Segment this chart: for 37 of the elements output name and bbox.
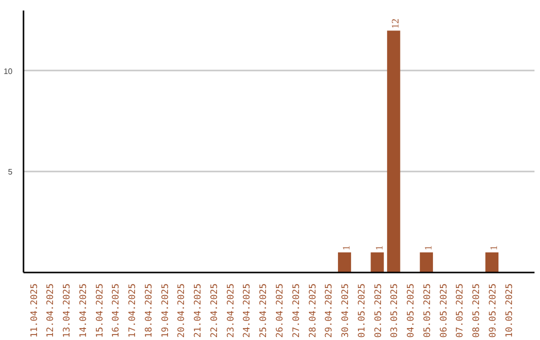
x-tick-label: 17.04.2025 [128,283,138,338]
x-tick-label: 18.04.2025 [144,283,154,338]
x-tick-label: 03.05.2025 [390,283,400,338]
x-tick-label: 23.04.2025 [226,283,236,338]
x-tick-label: 28.04.2025 [308,283,318,338]
x-tick-label: 09.05.2025 [488,283,498,338]
x-tick-label: 26.04.2025 [276,283,286,338]
data-label: 1 [374,245,386,250]
x-tick-label: 01.05.2025 [357,283,368,338]
y-tick-label: 5 [8,168,14,177]
x-tick-label: 30.04.2025 [341,283,352,338]
x-tick-label: 07.05.2025 [456,283,466,338]
x-tick-label: 16.04.2025 [112,283,122,338]
x-tick-label: 04.05.2025 [406,283,417,338]
x-tick-label: 25.04.2025 [259,283,270,338]
x-tick-label: 20.04.2025 [177,283,188,338]
x-tick-label: 24.04.2025 [242,283,253,338]
x-tick-label: 08.05.2025 [472,283,482,338]
x-tick-label: 29.04.2025 [324,283,335,338]
x-tick-label: 13.04.2025 [62,283,73,338]
x-tick-label: 22.04.2025 [210,283,220,338]
x-tick-label: 19.04.2025 [160,283,171,338]
data-label: 1 [488,245,500,250]
x-tick-label: 02.05.2025 [374,283,384,338]
data-label: 1 [342,245,353,250]
x-tick-label: 06.05.2025 [439,283,450,338]
x-tick-label: 10.05.2025 [504,283,515,338]
data-label: 12 [390,18,402,29]
x-tick-label: 05.05.2025 [422,283,433,338]
x-tick-label: 27.04.2025 [292,283,302,338]
x-tick-label: 15.04.2025 [95,283,106,338]
x-tick-label: 21.04.2025 [194,283,204,338]
x-tick-label: 14.04.2025 [78,283,89,338]
data-label: 1 [423,245,434,250]
y-tick-label: 10 [4,66,14,76]
x-tick-label: 11.04.2025 [30,283,40,338]
x-tick-label: 12.04.2025 [46,283,56,338]
